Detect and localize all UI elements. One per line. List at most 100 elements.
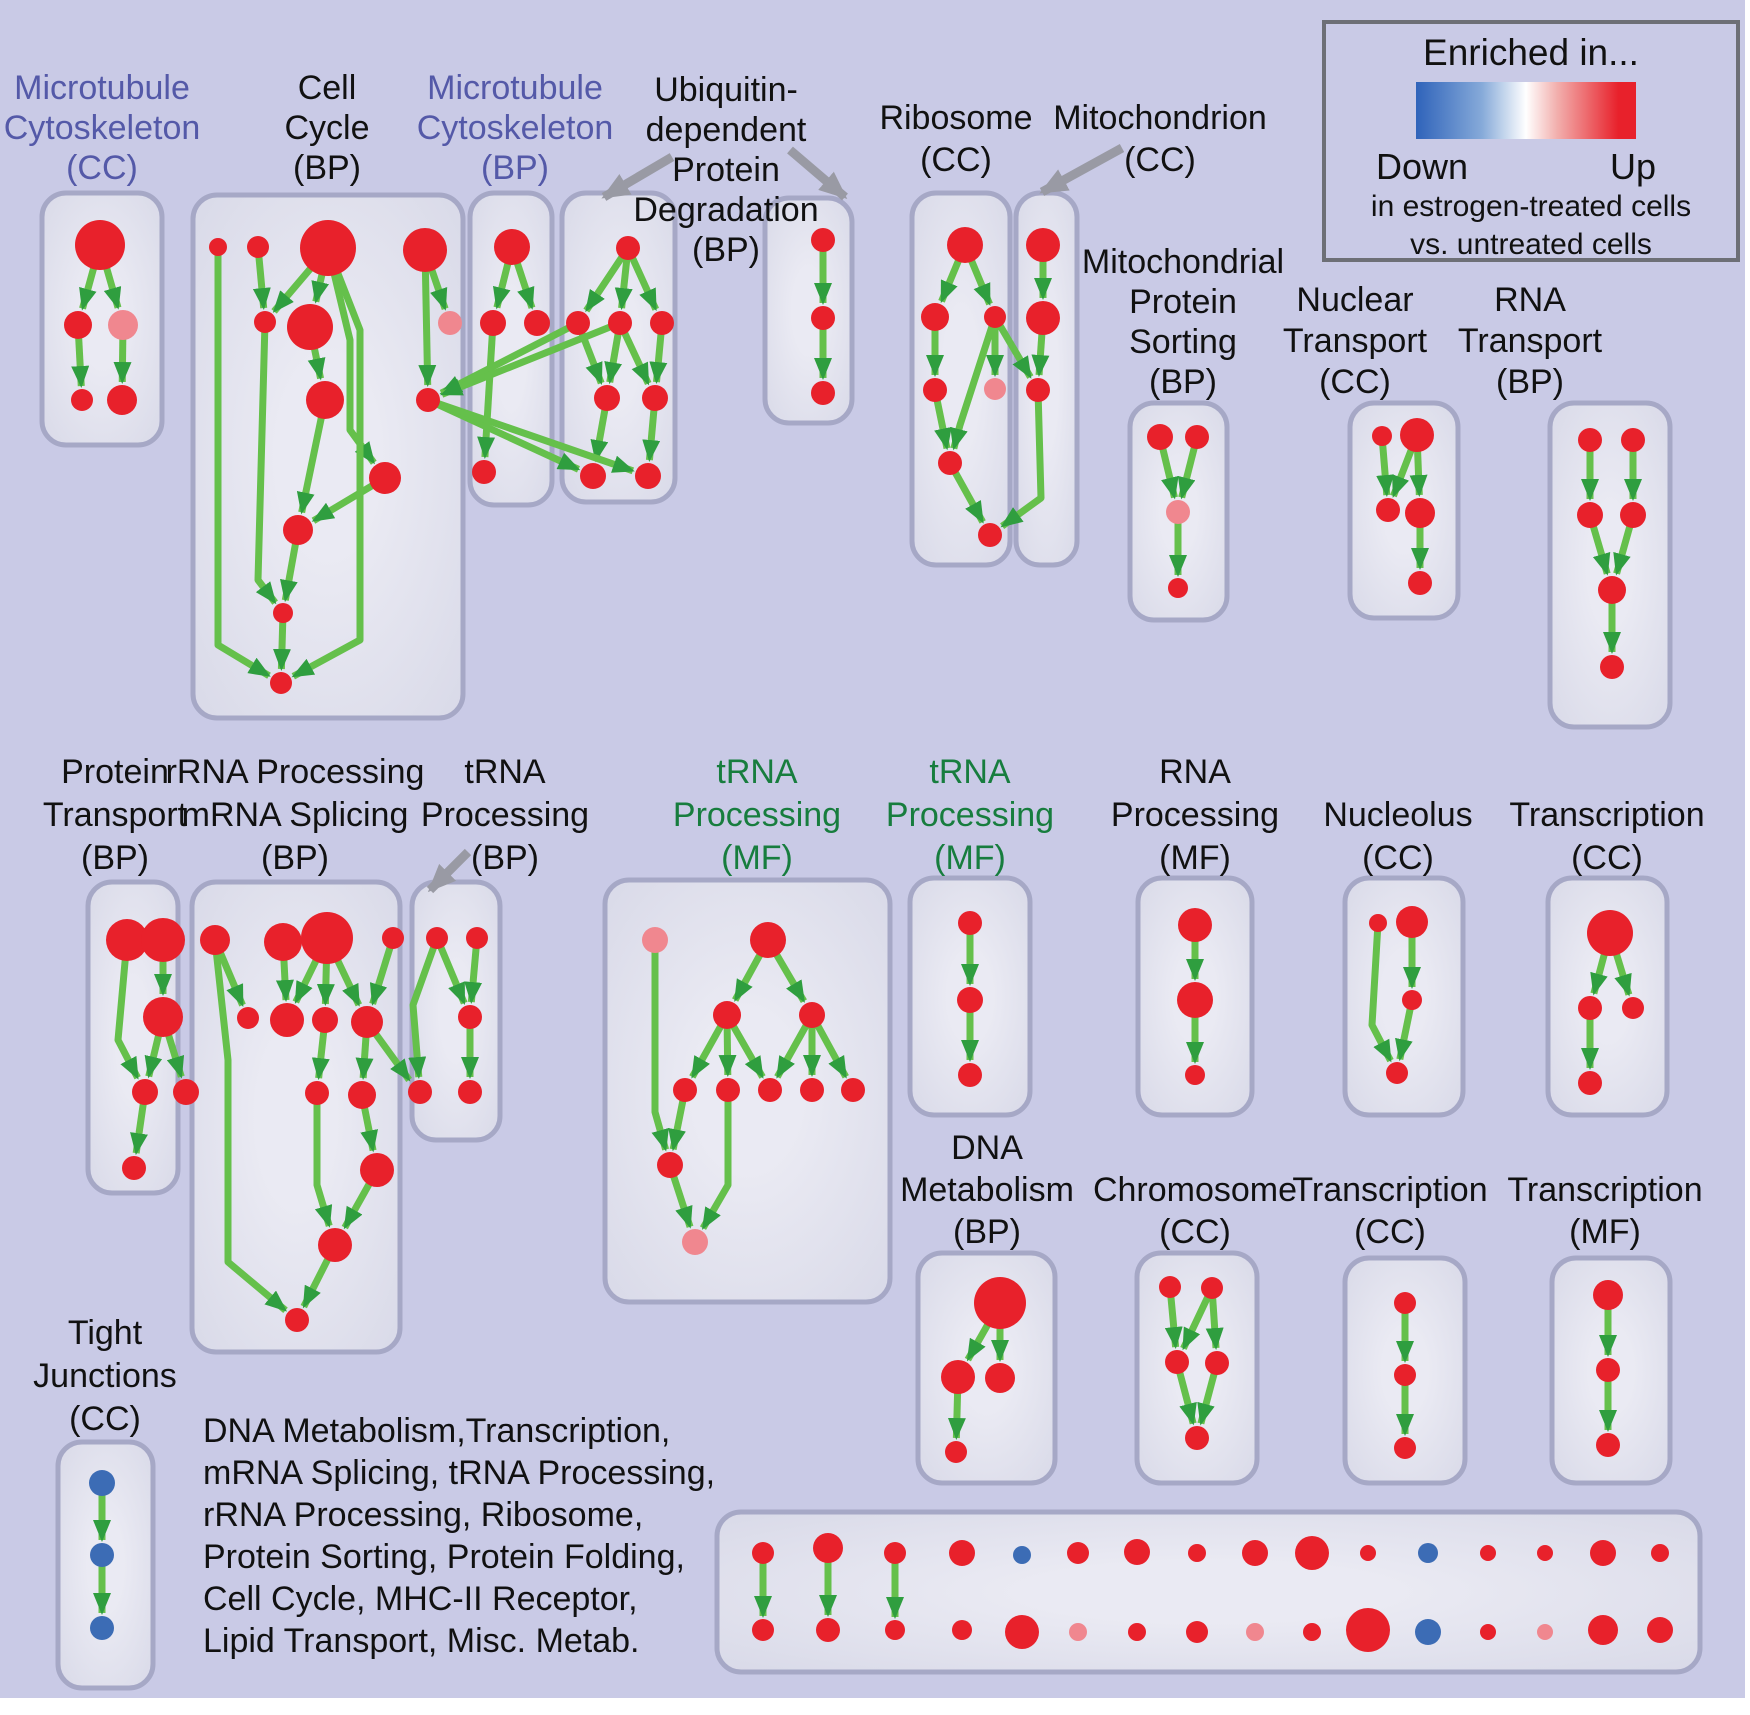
group-label-trna-processing-mf-small: tRNA	[929, 753, 1011, 791]
go-term-node-red	[1026, 378, 1050, 402]
go-term-node-red	[1578, 1071, 1602, 1095]
go-term-node-red	[270, 672, 292, 694]
go-term-node-red	[1394, 1364, 1416, 1386]
group-label-dna-metabolism-bp: DNA	[951, 1129, 1023, 1167]
go-term-node-red	[1578, 428, 1602, 452]
group-label-rna-processing-mf: RNA	[1159, 753, 1231, 791]
go-term-node-red	[1647, 1617, 1673, 1643]
go-term-node-red	[306, 381, 344, 419]
go-term-node-red	[382, 927, 404, 949]
go-term-node-blue	[1013, 1546, 1031, 1564]
group-label-rrna-processing-mrna-splicing-bp: rRNA Processing	[166, 753, 425, 791]
edge-ubiquitin-dependent-protein-degradation-bp	[583, 246, 631, 313]
go-term-node-red	[1598, 576, 1626, 604]
go-term-node-red	[472, 460, 496, 484]
go-term-node-red	[312, 1007, 338, 1033]
edge-ribosome-cc	[950, 315, 999, 451]
go-term-node-blue	[1415, 1619, 1441, 1645]
cross-panel-arrow	[440, 319, 622, 398]
edge-rrna-processing-mrna-splicing-bp	[369, 936, 397, 1006]
go-term-node-red	[1185, 1426, 1209, 1450]
go-term-node-red	[403, 228, 447, 272]
go-term-node-red	[952, 1620, 972, 1640]
group-label-microtubule-cytoskeleton-bp: (BP)	[481, 149, 549, 187]
cross-panel-arrow	[439, 319, 580, 397]
group-label-trna-processing-bp: tRNA	[464, 753, 546, 791]
group-label-trna-processing-mf-large: tRNA	[716, 753, 798, 791]
group-label-mitochondrial-protein-sorting-bp: Mitochondrial	[1082, 243, 1284, 281]
go-term-node-red	[466, 927, 488, 949]
group-label-ubiquitin-dependent-protein-degradation-bp: Ubiquitin-	[654, 71, 798, 109]
go-term-node-red	[1600, 655, 1624, 679]
misc-line: Lipid Transport, Misc. Metab.	[203, 1622, 640, 1660]
edge-cell-cycle-bp	[291, 246, 364, 680]
group-label-nucleolus-cc: (CC)	[1362, 839, 1434, 877]
group-label-mitochondrion-cc: (CC)	[1124, 141, 1196, 179]
go-term-node-red	[1026, 301, 1060, 335]
go-term-node-red	[1128, 1623, 1146, 1641]
group-label-rna-processing-mf: (MF)	[1159, 839, 1231, 877]
group-label-ubiquitin-dependent-protein-degradation-bp: Degradation	[633, 191, 818, 229]
go-term-node-red	[458, 1005, 482, 1029]
go-term-node-red	[305, 1081, 329, 1105]
label-pointer-arrow	[787, 146, 848, 201]
go-term-node-red	[1405, 498, 1435, 528]
group-label-trna-processing-mf-small: Processing	[886, 796, 1054, 834]
group-label-trna-processing-bp: Processing	[421, 796, 589, 834]
go-term-node-red	[650, 311, 674, 335]
go-term-node-red	[1394, 1292, 1416, 1314]
group-label-microtubule-cytoskeleton-cc: Microtubule	[14, 69, 190, 107]
group-label-cell-cycle-bp: (BP)	[293, 149, 361, 187]
go-term-node-red	[1005, 1615, 1039, 1649]
go-term-node-red	[122, 1156, 146, 1180]
go-term-node-red	[360, 1153, 394, 1187]
go-term-node-blue	[90, 1616, 114, 1640]
panel-uncategorized-strip	[714, 1509, 1703, 1675]
go-term-node-red	[958, 911, 982, 935]
go-term-node-red	[285, 1308, 309, 1332]
go-term-node-red	[985, 1363, 1015, 1393]
edge-trna-processing-bp	[433, 936, 468, 1006]
label-pointer-arrow	[1039, 144, 1125, 196]
group-label-transcription-mf: (MF)	[1569, 1213, 1641, 1251]
go-term-node-red	[566, 311, 590, 335]
go-term-node-red	[480, 310, 506, 336]
group-label-nuclear-transport-cc: Nuclear	[1296, 281, 1413, 319]
go-term-node-red	[816, 1618, 840, 1642]
go-term-node-red	[351, 1006, 383, 1038]
go-term-node-red	[524, 310, 550, 336]
go-term-node-red	[1067, 1542, 1089, 1564]
go-term-node-red	[141, 918, 185, 962]
go-term-node-red	[1360, 1545, 1376, 1561]
cross-panel-arrow	[1000, 389, 1045, 530]
go-term-node-red	[1185, 425, 1209, 449]
go-term-node-red	[1205, 1351, 1229, 1375]
go-term-node-red	[635, 463, 661, 489]
misc-line: Cell Cycle, MHC-II Receptor,	[203, 1580, 638, 1618]
go-term-node-red	[107, 385, 137, 415]
go-term-node-red	[1593, 1280, 1623, 1310]
go-term-node-red	[958, 1063, 982, 1087]
go-term-node-red	[273, 603, 293, 623]
go-term-node-red	[132, 1079, 158, 1105]
go-term-node-red	[1622, 997, 1644, 1019]
edge-cell-cycle-bp	[296, 399, 329, 515]
group-label-ubiquitin-dependent-protein-degradation-bp: Protein	[672, 151, 780, 189]
go-term-node-blue	[1418, 1543, 1438, 1563]
go-term-node-pink	[108, 310, 138, 340]
go-term-node-red	[984, 306, 1006, 328]
go-term-node-red	[1596, 1358, 1620, 1382]
panel-trna-processing-mf-large	[602, 877, 893, 1305]
edge-nucleolus-cc	[1395, 999, 1416, 1062]
go-term-node-pink	[1069, 1623, 1087, 1641]
color-gradient-bar	[1416, 82, 1636, 139]
go-term-node-red	[1185, 1065, 1205, 1085]
go-term-node-red	[713, 1001, 741, 1029]
group-label-mitochondrial-protein-sorting-bp: Protein	[1129, 283, 1237, 321]
group-label-nucleolus-cc: Nucleolus	[1323, 796, 1472, 834]
legend-up-label: Up	[1610, 146, 1657, 187]
go-term-node-red	[1537, 1545, 1553, 1561]
legend-caption-line1: in estrogen-treated cells	[1370, 190, 1692, 223]
panel-chromosome-cc	[1134, 1250, 1260, 1486]
